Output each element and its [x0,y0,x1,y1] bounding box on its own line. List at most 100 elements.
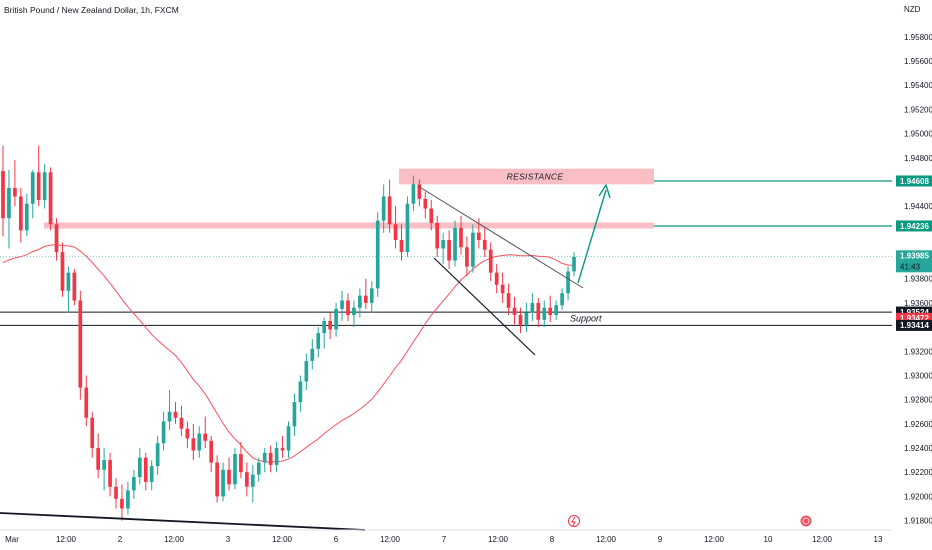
y-tick-label: 1.92200 [904,468,932,477]
candle-body [72,272,77,301]
candle-body [179,417,184,429]
lightning-icon [568,515,580,527]
candle-body [453,227,457,261]
candle-body [143,457,148,482]
candle-body [126,490,130,509]
candle-body [1,171,5,219]
price-badge-value: 1.93524 [900,308,929,317]
y-tick-label: 1.93800 [904,275,932,284]
moving-average-layer [2,244,575,463]
candle-body [512,307,517,315]
candle-body [393,224,398,240]
candle-body [322,321,327,334]
candle-body [102,460,106,470]
candle-body [30,172,35,204]
x-tick-label: 12:00 [812,535,833,544]
candle-body [149,466,154,482]
x-tick-label: 12:00 [596,535,617,544]
y-tick-label: 1.92000 [904,492,932,501]
candle-body [256,462,261,475]
candle-body [221,469,225,497]
channel-lower-line [433,257,536,356]
candle-body [262,452,267,463]
candle-body [108,460,112,487]
candle-body [197,433,202,451]
y-tick-label: 1.92600 [904,420,932,429]
candle-body [191,438,196,451]
drawings-layer [0,184,812,531]
resistance-zone [399,168,654,185]
candle-body [167,411,172,422]
candle-body [494,272,499,285]
candle-body [114,486,118,499]
price-badge-value: 1.93985 [900,252,929,261]
axis-layer: 1.95800 1.95600 1.95400 1.95200 1.95000 1.948… [0,5,932,544]
x-tick-label: 13 [874,535,883,544]
candle-body [536,302,541,320]
candle-body [435,223,440,249]
candle-body [375,220,380,289]
candle-body [280,448,285,451]
candle-body [423,198,428,209]
y-tick-label: 1.93000 [904,371,932,380]
candle-body [161,421,166,444]
arrow-head [598,184,611,199]
candle-body [54,224,59,253]
y-tick-label: 1.95000 [904,130,932,139]
candle-body [185,428,190,439]
candle-body [84,387,89,418]
moving-average-line [2,244,575,463]
candle-body [316,333,321,349]
candle-body [155,443,160,467]
candle-body [459,227,463,248]
candle-body [387,196,392,225]
price-badge-value: 1.93414 [900,321,929,330]
candle-body [36,172,41,201]
y-tick-label: 1.95800 [904,33,932,42]
candle-body [132,477,136,491]
price-badge-value: 1.94236 [900,222,929,231]
candle-body [560,293,564,306]
candle-body [42,172,47,201]
candle-body [203,433,208,441]
candle-body [137,457,142,478]
y-tick-label: 1.92400 [904,444,932,453]
candle-body [405,203,410,253]
candle-body [542,307,547,320]
candle-body [352,307,356,315]
channel-upper-line [417,185,584,289]
arrow-shaft [577,189,607,284]
resistance-label: RESISTANCE [507,171,564,181]
lightning-icon [571,516,576,527]
candle-body [227,469,231,485]
y-tick-label: 1.95600 [904,57,932,66]
candle-body [298,381,303,403]
candle-body [548,307,553,315]
candle-body [245,472,249,487]
x-tick-label: 12:00 [704,535,725,544]
candle-body [500,284,505,294]
candle-body [120,498,124,509]
candle-body [250,474,255,487]
candle-body [369,288,374,303]
candle-body [304,360,309,382]
y-tick-label: 1.94400 [904,202,932,211]
price-badge [896,306,932,318]
price-badge [896,312,932,324]
chart-title: British Pound / New Zealand Dollar, 1h, … [4,5,179,15]
candle-body [524,312,529,325]
candle-body [441,239,445,249]
candle-body [518,314,523,325]
candle-body [233,454,237,485]
candle-body [417,184,422,199]
x-tick-label: 9 [658,535,663,544]
candle-body [328,321,332,330]
x-tick-label: 12:00 [56,535,77,544]
resistance-band [44,222,654,229]
price-badge [896,220,932,232]
y-tick-label: 1.95400 [904,81,932,90]
x-tick-label: 12:00 [272,535,293,544]
candle-body [7,187,11,219]
price-badge-value: 1.94608 [900,177,929,186]
